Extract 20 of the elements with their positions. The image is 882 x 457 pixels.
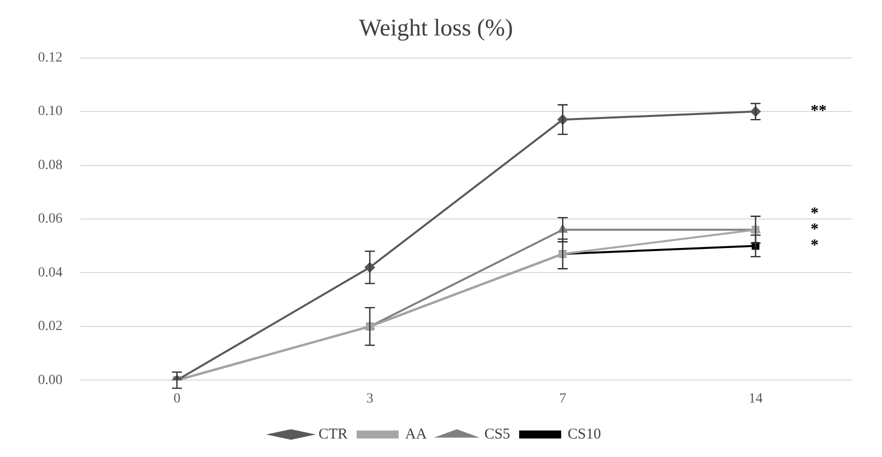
legend-label: CS5 bbox=[484, 426, 510, 442]
x-tick-label: 7 bbox=[559, 391, 566, 406]
x-tick-label: 14 bbox=[748, 391, 763, 406]
annotation: * bbox=[810, 204, 819, 222]
y-tick-label: 0.12 bbox=[38, 50, 62, 66]
y-tick-label: 0.04 bbox=[38, 265, 62, 280]
y-tick-label: 0.08 bbox=[38, 158, 62, 173]
x-tick-label: 3 bbox=[366, 391, 374, 406]
y-tick-label: 0.10 bbox=[38, 104, 62, 120]
annotation: * bbox=[810, 220, 819, 238]
y-tick-label: 0.00 bbox=[38, 372, 62, 388]
x-tick-label: 0 bbox=[173, 391, 180, 406]
legend-label: AA bbox=[405, 426, 427, 442]
annotation: ** bbox=[810, 102, 827, 120]
y-tick-label: 0.02 bbox=[38, 319, 62, 334]
legend-label: CTR bbox=[318, 426, 348, 442]
legend-label: CS10 bbox=[568, 426, 602, 442]
chart-title: Weight loss (%) bbox=[358, 16, 514, 42]
annotation: * bbox=[810, 237, 819, 254]
y-tick-label: 0.06 bbox=[38, 212, 62, 227]
